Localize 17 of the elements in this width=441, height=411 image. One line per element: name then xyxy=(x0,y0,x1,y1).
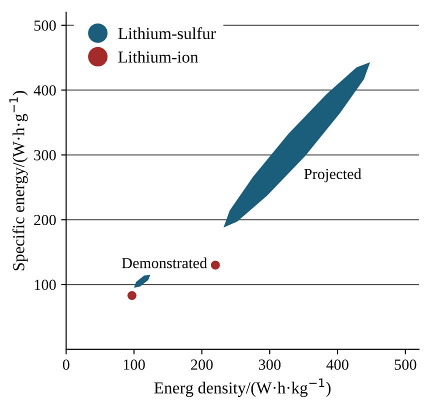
legend-label: Lithium-sulfur xyxy=(118,27,216,40)
y-tick-label: 200 xyxy=(34,214,56,226)
y-axis-title: Specific energy/(W·h·g$^{−1}$) xyxy=(9,90,28,270)
annotation: Demonstrated xyxy=(122,257,208,268)
legend-label: Lithium-ion xyxy=(118,50,198,63)
x-tick-label: 500 xyxy=(394,360,416,370)
y-tick-label: 100 xyxy=(34,280,56,290)
y-tick-label: 300 xyxy=(34,150,56,160)
x-tick-label: 100 xyxy=(124,360,145,370)
y-tick-label: 400 xyxy=(34,85,56,96)
x-tick-label: 0 xyxy=(62,360,70,370)
annotation: Projected xyxy=(304,168,362,182)
y-tick-label: 500 xyxy=(34,20,56,31)
x-axis-title: Energ density/(W·h·kg$^{−1}$) xyxy=(154,378,331,397)
x-tick-label: 200 xyxy=(191,360,213,370)
x-tick-label: 300 xyxy=(258,360,281,370)
x-tick-label: 400 xyxy=(326,360,348,370)
